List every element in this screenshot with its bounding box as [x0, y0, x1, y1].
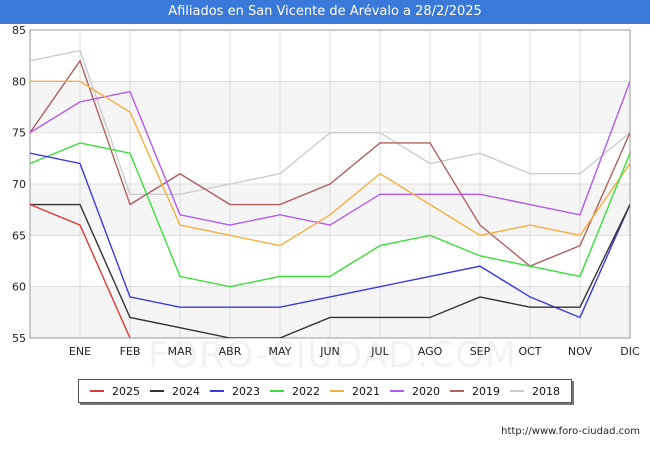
x-tick-label: SEP	[470, 345, 491, 358]
legend-item-2019: 2019	[450, 385, 500, 398]
source-link[interactable]: http://www.foro-ciudad.com	[501, 426, 640, 437]
x-tick-label: FEB	[120, 345, 141, 358]
x-tick-label: JUL	[370, 345, 389, 358]
x-tick-label: DIC	[620, 345, 640, 358]
y-tick-label: 65	[12, 229, 26, 242]
legend-label: 2021	[352, 384, 380, 398]
legend-item-2023: 2023	[210, 385, 260, 398]
series-line-2021	[30, 80, 630, 247]
legend-item-2022: 2022	[270, 385, 320, 398]
plot-frame	[29, 29, 631, 339]
y-tick-label: 70	[12, 178, 26, 191]
series-layer	[30, 49, 630, 338]
watermark: FORO-CIUDAD.COM	[148, 335, 517, 376]
legend-swatch	[270, 390, 284, 392]
y-tick-label: 85	[12, 24, 26, 37]
series-line-2023	[30, 152, 630, 319]
x-axis-ticks: ENE FEB MAR ABR MAY JUN JUL AGO SEP OCT NOV DIC	[69, 345, 640, 358]
series-line-2024	[30, 203, 630, 338]
x-tick-label: ENE	[69, 345, 91, 358]
series-line-2018	[30, 49, 630, 195]
chart-title: Afiliados en San Vicente de Arévalo a 28…	[0, 0, 650, 24]
y-tick-label: 55	[12, 332, 26, 345]
legend-label: 2025	[112, 384, 140, 398]
legend-label: 2022	[292, 384, 320, 398]
legend-label: 2019	[472, 384, 500, 398]
legend-swatch	[150, 390, 164, 392]
legend-swatch	[90, 390, 104, 392]
legend-swatch	[390, 390, 404, 392]
series-line-2022	[30, 142, 630, 288]
legend-swatch	[450, 390, 464, 392]
x-tick-label: JUN	[319, 345, 340, 358]
legend-label: 2024	[172, 384, 200, 398]
x-tick-label: ABR	[219, 345, 242, 358]
x-tick-label: NOV	[568, 345, 593, 358]
legend-swatch	[330, 390, 344, 392]
y-tick-label: 75	[12, 127, 26, 140]
legend-label: 2023	[232, 384, 260, 398]
x-tick-label: OCT	[518, 345, 541, 358]
legend-item-2020: 2020	[390, 385, 440, 398]
legend-label: 2018	[532, 384, 560, 398]
x-tick-label: MAY	[269, 345, 292, 358]
y-tick-label: 60	[12, 281, 26, 294]
legend-item-2018: 2018	[510, 385, 560, 398]
series-line-2020	[30, 81, 630, 226]
chart-legend: 2025 2024 2023 2022 2021 2020 2019 2018	[78, 379, 572, 403]
legend-item-2021: 2021	[330, 385, 380, 398]
series-line-2025	[30, 203, 131, 338]
y-axis-ticks: 55 60 65 70 75 80 85	[12, 24, 26, 345]
legend-swatch	[210, 390, 224, 392]
legend-item-2024: 2024	[150, 385, 200, 398]
y-tick-label: 80	[12, 75, 26, 88]
x-tick-label: MAR	[168, 345, 193, 358]
legend-label: 2020	[412, 384, 440, 398]
legend-swatch	[510, 390, 524, 392]
x-tick-label: AGO	[418, 345, 443, 358]
legend-item-2025: 2025	[90, 385, 140, 398]
